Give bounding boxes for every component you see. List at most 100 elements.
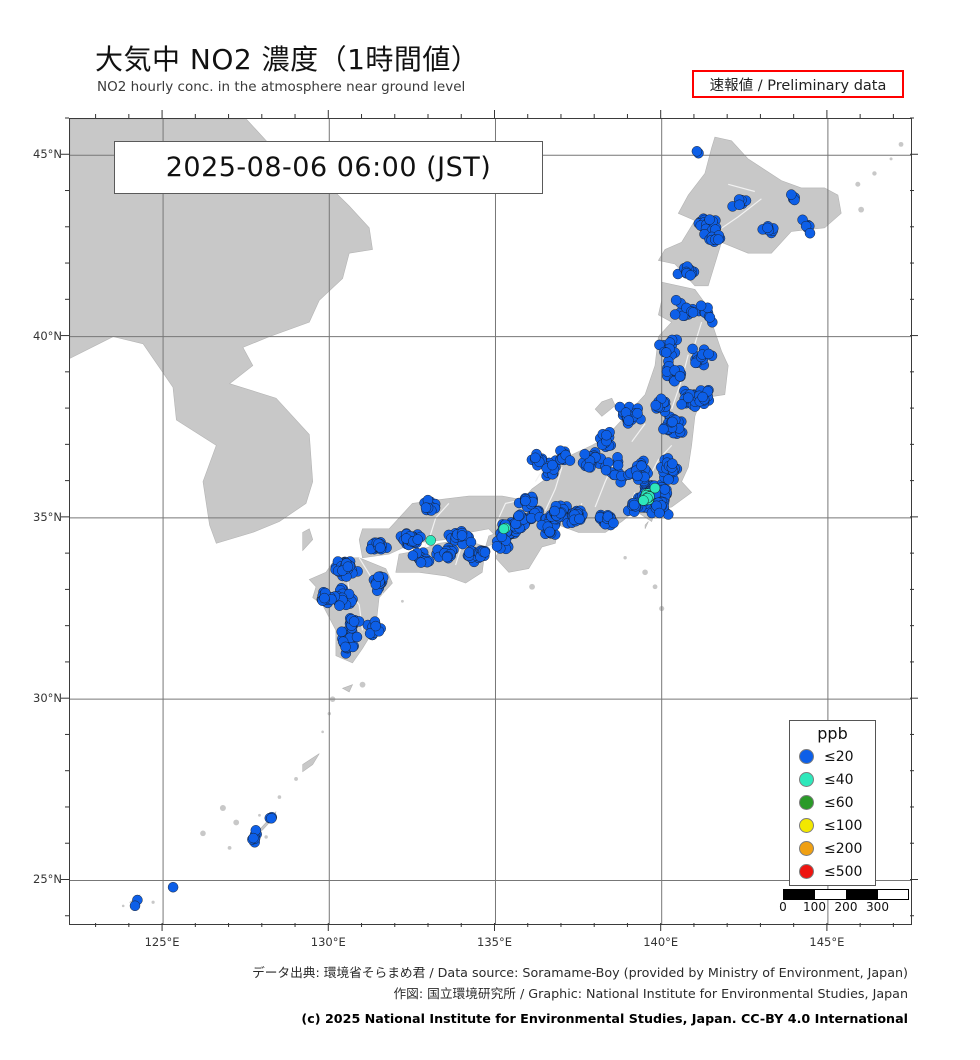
legend-swatch-icon xyxy=(799,841,814,856)
observation-point[interactable] xyxy=(168,882,178,892)
observation-point[interactable] xyxy=(341,642,351,652)
observation-point[interactable] xyxy=(248,833,258,843)
observation-point[interactable] xyxy=(565,456,575,466)
scale-segment xyxy=(846,889,877,900)
observation-point[interactable] xyxy=(650,483,660,493)
observation-point[interactable] xyxy=(624,416,634,426)
map-canvas[interactable]: 2025-08-06 06:00 (JST) ppb ≤20 ≤40 ≤60 ≤100… xyxy=(69,118,912,925)
observation-point[interactable] xyxy=(685,270,695,280)
observation-point[interactable] xyxy=(705,215,715,225)
observation-point[interactable] xyxy=(442,552,452,562)
lon-tick-label: 130°E xyxy=(311,935,346,949)
islet xyxy=(401,600,404,603)
observation-point[interactable] xyxy=(667,417,677,427)
islet xyxy=(228,846,232,850)
observation-point[interactable] xyxy=(670,310,680,320)
observation-point[interactable] xyxy=(426,535,436,545)
observation-point[interactable] xyxy=(705,312,715,322)
legend-label: ≤100 xyxy=(824,818,862,834)
observation-point[interactable] xyxy=(609,518,619,528)
observation-point[interactable] xyxy=(704,349,714,359)
observation-point[interactable] xyxy=(371,621,381,631)
footer-source: データ出典: 環境省そらまめ君 / Data source: Soramame-… xyxy=(0,962,980,983)
observation-point[interactable] xyxy=(413,535,423,545)
observation-point[interactable] xyxy=(734,200,744,210)
legend-label: ≤40 xyxy=(824,772,854,788)
islet xyxy=(360,682,366,688)
observation-point[interactable] xyxy=(408,551,418,561)
observation-point[interactable] xyxy=(696,301,706,311)
observation-point[interactable] xyxy=(352,632,362,642)
observation-point[interactable] xyxy=(688,344,698,354)
scale-tick-label: 300 xyxy=(866,900,889,914)
observation-point[interactable] xyxy=(613,460,623,470)
land-tsushima xyxy=(303,529,313,551)
observation-point[interactable] xyxy=(651,400,661,410)
observation-point[interactable] xyxy=(763,223,773,233)
observation-point[interactable] xyxy=(664,475,674,485)
observation-point[interactable] xyxy=(660,484,670,494)
map-graphic xyxy=(70,119,911,924)
observation-point[interactable] xyxy=(375,543,385,553)
islet xyxy=(642,569,648,575)
observation-point[interactable] xyxy=(335,601,345,611)
observation-point[interactable] xyxy=(661,348,671,358)
observation-point[interactable] xyxy=(416,558,426,568)
legend-rows: ≤20 ≤40 ≤60 ≤100 ≤200 ≤500 xyxy=(790,745,875,883)
legend-item: ≤500 xyxy=(790,860,875,883)
observation-point[interactable] xyxy=(671,295,681,305)
observation-point[interactable] xyxy=(337,627,347,637)
observation-point[interactable] xyxy=(530,453,540,463)
observation-point[interactable] xyxy=(492,541,502,551)
observation-point[interactable] xyxy=(499,524,509,534)
islet xyxy=(529,584,535,590)
observation-point[interactable] xyxy=(692,146,702,156)
observation-point[interactable] xyxy=(374,572,384,582)
islet xyxy=(890,157,893,160)
observation-point[interactable] xyxy=(667,459,677,469)
land-sado xyxy=(595,398,615,416)
observation-point[interactable] xyxy=(130,901,140,911)
islet xyxy=(294,777,298,781)
observation-point[interactable] xyxy=(550,506,560,516)
observation-point[interactable] xyxy=(574,514,584,524)
observation-point[interactable] xyxy=(319,593,329,603)
observation-point[interactable] xyxy=(457,531,467,541)
scale-tick-label: 100 xyxy=(803,900,826,914)
observation-point[interactable] xyxy=(266,813,276,823)
observation-point[interactable] xyxy=(638,496,648,506)
observation-point[interactable] xyxy=(545,527,555,537)
page-title: 大気中 NO2 濃度（1時間値） xyxy=(95,38,479,78)
observation-point[interactable] xyxy=(480,547,490,557)
observation-point[interactable] xyxy=(633,408,643,418)
observation-point[interactable] xyxy=(520,496,530,506)
land-yakushima xyxy=(343,685,353,692)
islet xyxy=(220,805,226,811)
observation-point[interactable] xyxy=(514,511,524,521)
islet xyxy=(855,182,860,187)
lon-tick-label: 140°E xyxy=(643,935,678,949)
lat-tick-label: 45°N xyxy=(22,147,62,161)
observation-point[interactable] xyxy=(713,235,723,245)
observation-point[interactable] xyxy=(698,392,708,402)
observation-point[interactable] xyxy=(349,617,359,627)
observation-point[interactable] xyxy=(629,500,639,510)
observation-point[interactable] xyxy=(464,548,474,558)
observation-point[interactable] xyxy=(786,190,796,200)
observation-point[interactable] xyxy=(343,562,353,572)
observation-point[interactable] xyxy=(683,393,693,403)
observation-point[interactable] xyxy=(637,461,647,471)
islet xyxy=(321,731,324,734)
observation-point[interactable] xyxy=(805,228,815,238)
observation-point[interactable] xyxy=(658,424,668,434)
observation-point[interactable] xyxy=(632,471,642,481)
scale-segment xyxy=(814,889,845,900)
observation-point[interactable] xyxy=(654,508,664,518)
observation-point[interactable] xyxy=(675,371,685,381)
observation-point[interactable] xyxy=(580,449,590,459)
observation-point[interactable] xyxy=(584,462,594,472)
observation-point[interactable] xyxy=(601,465,611,475)
observation-point[interactable] xyxy=(688,308,698,318)
observation-point[interactable] xyxy=(421,503,431,513)
observation-point[interactable] xyxy=(601,430,611,440)
